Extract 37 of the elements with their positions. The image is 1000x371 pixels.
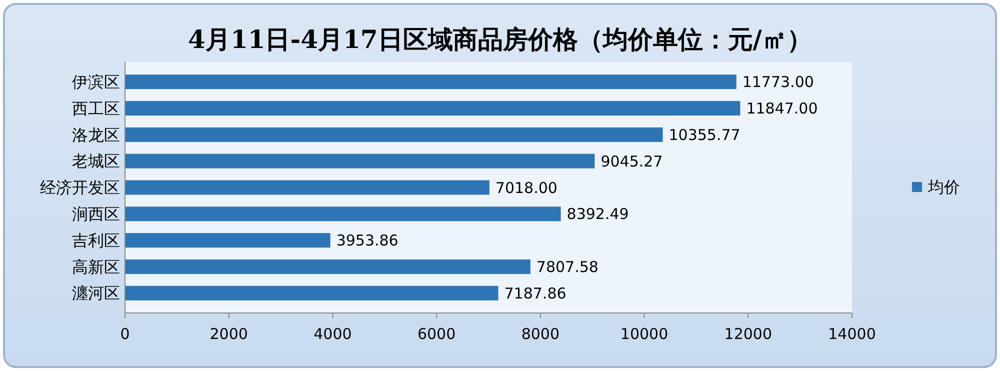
legend-label: 均价: [927, 178, 960, 197]
y-tick-label: 老城区: [72, 152, 120, 171]
bar: [125, 154, 595, 168]
data-label: 3953.86: [336, 232, 398, 250]
y-tick-label: 瀍河区: [72, 284, 120, 303]
x-tick-label: 2000: [210, 325, 248, 343]
data-label: 11773.00: [742, 73, 814, 92]
x-tick-label: 14000: [828, 325, 876, 343]
y-tick-label: 洛龙区: [72, 125, 120, 144]
y-tick-label: 伊滨区: [72, 72, 120, 92]
bar: [125, 206, 561, 222]
x-tick-label: 6000: [417, 325, 456, 343]
bar: [125, 101, 740, 116]
bar: [125, 286, 498, 300]
data-label: 9045.27: [600, 152, 663, 170]
x-tick-label: 10000: [620, 325, 668, 343]
data-label: 11847.00: [746, 100, 818, 118]
bar: [125, 180, 490, 195]
y-tick-label: 西工区: [72, 98, 120, 118]
y-tick-label: 高新区: [72, 257, 120, 276]
data-label: 7807.58: [536, 258, 598, 276]
y-tick-label: 经济开发区: [40, 178, 120, 198]
data-label: 7187.86: [504, 284, 566, 302]
y-tick-label: 涧西区: [72, 204, 120, 224]
x-tick-label: 0: [120, 325, 130, 343]
bar: [125, 74, 736, 90]
bar: [125, 259, 530, 274]
bar: [125, 233, 330, 248]
x-tick-label: 12000: [724, 325, 772, 343]
data-label: 10355.77: [668, 126, 740, 144]
x-tick-label: 4000: [314, 325, 352, 343]
bar: [125, 127, 663, 142]
chart-title: 4月11日-4月17日区域商品房价格（均价单位：元/㎡）: [188, 25, 812, 54]
x-tick-label: 8000: [521, 325, 560, 343]
data-label: 8392.49: [566, 205, 629, 224]
y-tick-label: 吉利区: [72, 230, 120, 250]
data-label: 7018.00: [495, 178, 558, 197]
